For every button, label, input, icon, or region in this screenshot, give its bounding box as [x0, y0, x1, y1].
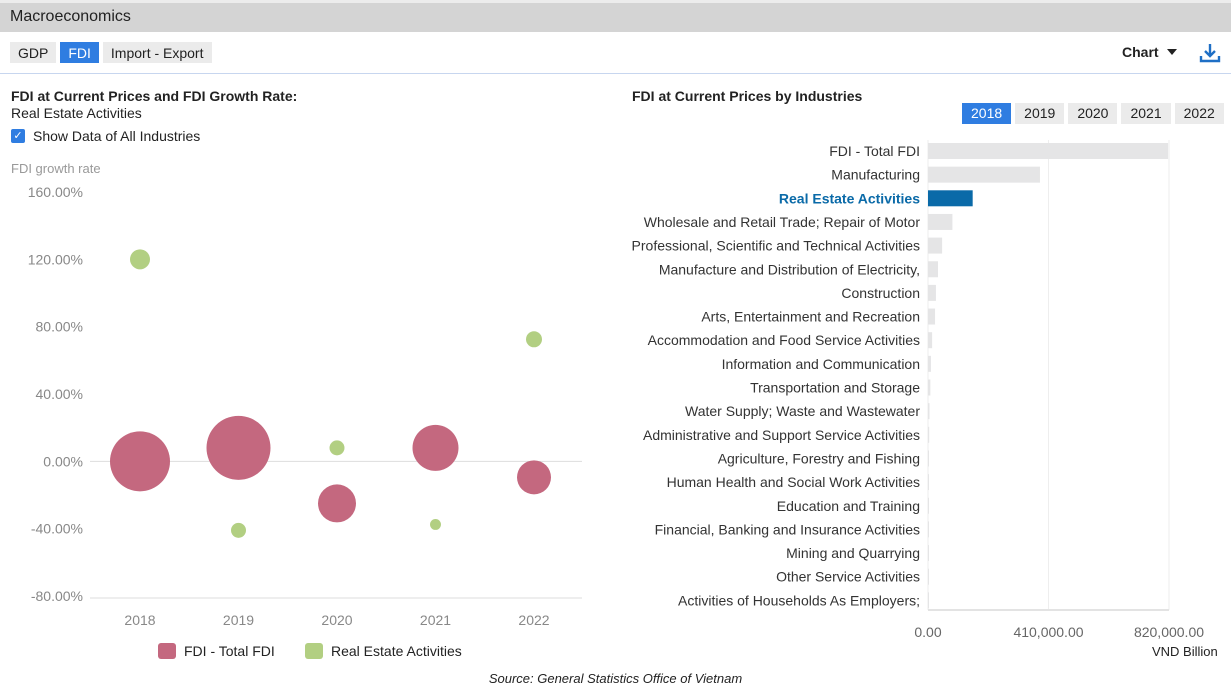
- bar: [928, 592, 929, 609]
- bar: [928, 497, 929, 514]
- bubble-fdi: [318, 484, 356, 523]
- y-tick-label: 120.00%: [28, 251, 83, 267]
- y-tick-label: 40.00%: [36, 386, 83, 402]
- source-note: Source: General Statistics Office of Vie…: [488, 671, 743, 686]
- bubble-fdi: [517, 460, 551, 495]
- tab-import-export[interactable]: Import - Export: [102, 42, 212, 63]
- bar: [928, 190, 973, 207]
- bar: [928, 237, 943, 254]
- year-2021[interactable]: 2021: [1121, 103, 1171, 124]
- year-2019[interactable]: 2019: [1015, 103, 1065, 124]
- tab-gdp[interactable]: GDP: [10, 42, 57, 63]
- bubble-fdi: [110, 431, 170, 492]
- bar-label: Professional, Scientific and Technical A…: [632, 238, 920, 254]
- legend-item-real-estate[interactable]: Real Estate Activities: [305, 643, 462, 659]
- x-tick-label: 2018: [124, 612, 155, 628]
- year-2020[interactable]: 2020: [1068, 103, 1118, 124]
- x-tick-label: 820,000.00: [1134, 624, 1204, 640]
- page-header: Macroeconomics: [0, 3, 1231, 32]
- x-tick-label: 410,000.00: [1013, 624, 1083, 640]
- bubble-real-estate: [231, 522, 246, 538]
- bar: [928, 379, 931, 396]
- bar: [928, 166, 1040, 183]
- y-tick-label: 160.00%: [28, 184, 83, 200]
- bubble-real-estate: [430, 518, 441, 530]
- bar-label: Manufacturing: [831, 167, 920, 183]
- bar-label: Administrative and Support Service Activ…: [643, 427, 920, 443]
- bubble-real-estate: [329, 440, 345, 456]
- legend-swatch: [305, 643, 323, 659]
- bar-label: Wholesale and Retail Trade; Repair of Mo…: [644, 214, 921, 230]
- checkbox-checked-icon: ✓: [11, 129, 25, 143]
- legend-label: Real Estate Activities: [331, 643, 462, 659]
- left-chart-subtitle: Real Estate Activities: [11, 105, 142, 121]
- y-tick-label: 0.00%: [43, 453, 83, 469]
- bar: [928, 403, 930, 420]
- bar-label: Agriculture, Forestry and Fishing: [718, 450, 920, 466]
- y-tick-label: 80.00%: [36, 319, 83, 335]
- bar-label: Human Health and Social Work Activities: [667, 474, 920, 490]
- x-tick-label: 2020: [321, 612, 352, 628]
- bubble-real-estate: [526, 331, 542, 348]
- legend-swatch: [158, 643, 176, 659]
- chart-type-dropdown[interactable]: Chart: [1122, 44, 1177, 60]
- bar-label: FDI - Total FDI: [829, 143, 920, 159]
- bar: [928, 521, 929, 538]
- legend-label: FDI - Total FDI: [184, 643, 275, 659]
- caret-down-icon: [1166, 49, 1177, 55]
- bar-label: Construction: [841, 285, 920, 301]
- bar-label: Financial, Banking and Insurance Activit…: [655, 521, 920, 537]
- year-selector: 2018 2019 2020 2021 2022: [962, 103, 1224, 124]
- bar: [928, 355, 931, 372]
- bar-label: Mining and Quarrying: [786, 545, 920, 561]
- legend-item-fdi[interactable]: FDI - Total FDI: [158, 643, 275, 659]
- year-2018[interactable]: 2018: [962, 103, 1012, 124]
- bar: [928, 213, 953, 230]
- bar: [928, 143, 1169, 159]
- tab-bar: GDP FDI Import - Export: [10, 42, 212, 63]
- x-axis-unit: VND Billion: [1152, 644, 1218, 659]
- x-tick-label: 2021: [420, 612, 451, 628]
- bar-label: Transportation and Storage: [750, 380, 920, 396]
- bar: [928, 426, 930, 443]
- bar: [928, 284, 936, 301]
- bar: [928, 450, 929, 467]
- x-tick-label: 2022: [518, 612, 549, 628]
- y-tick-label: -40.00%: [31, 521, 83, 537]
- bubble-fdi: [412, 424, 459, 471]
- year-2022[interactable]: 2022: [1174, 103, 1224, 124]
- top-strip: [0, 0, 1231, 3]
- bubble-real-estate: [130, 249, 150, 270]
- bubble-fdi: [206, 415, 271, 480]
- bar-label: Information and Communication: [722, 356, 920, 372]
- bar-label: Manufacture and Distribution of Electric…: [659, 261, 920, 277]
- show-all-industries-checkbox[interactable]: ✓ Show Data of All Industries: [11, 128, 200, 144]
- chart-type-label: Chart: [1122, 44, 1159, 60]
- tab-fdi[interactable]: FDI: [60, 42, 99, 63]
- bar: [928, 261, 938, 278]
- y-axis-label: FDI growth rate: [11, 161, 101, 176]
- bar-label: Water Supply; Waste and Wastewater: [685, 403, 920, 419]
- bar-label: Arts, Entertainment and Recreation: [701, 309, 920, 325]
- bar-label: Other Service Activities: [776, 569, 920, 585]
- divider: [0, 73, 1231, 74]
- right-chart-title: FDI at Current Prices by Industries: [632, 88, 863, 104]
- bar: [928, 332, 933, 349]
- checkbox-label: Show Data of All Industries: [33, 128, 201, 144]
- bar-label: Activities of Households As Employers;: [678, 592, 920, 608]
- bar: [928, 545, 929, 562]
- bar: [928, 474, 929, 491]
- left-chart-title: FDI at Current Prices and FDI Growth Rat…: [11, 88, 298, 104]
- bar: [928, 308, 936, 325]
- x-tick-label: 0.00: [914, 624, 941, 640]
- bar-label: Education and Training: [777, 498, 920, 514]
- y-tick-label: -80.00%: [31, 588, 83, 604]
- download-icon[interactable]: [1199, 42, 1221, 64]
- x-tick-label: 2019: [223, 612, 254, 628]
- bar: [928, 568, 929, 585]
- bar-label: Accommodation and Food Service Activitie…: [648, 332, 920, 348]
- bar-label: Real Estate Activities: [779, 190, 920, 206]
